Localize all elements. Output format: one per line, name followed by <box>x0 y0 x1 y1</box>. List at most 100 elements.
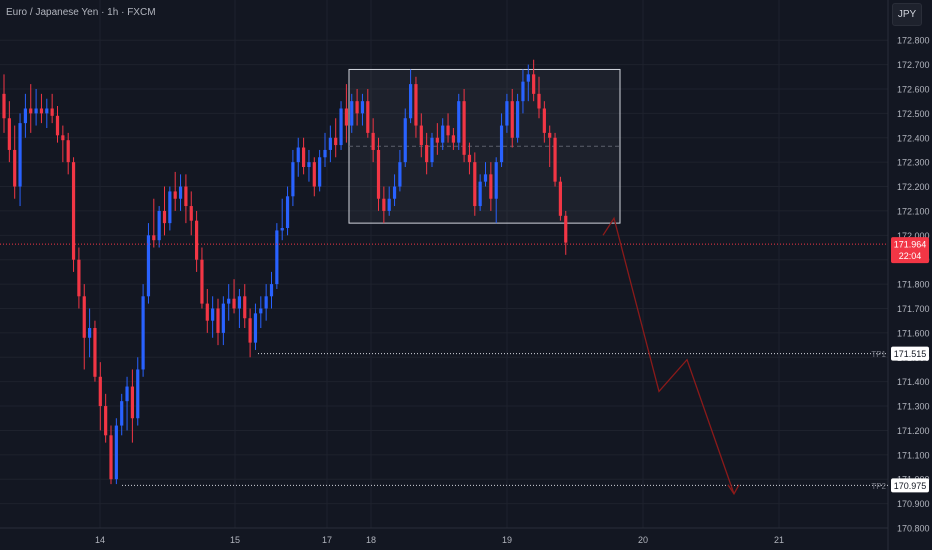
candle[interactable] <box>280 228 284 231</box>
candle[interactable] <box>312 162 316 187</box>
candle[interactable] <box>414 84 418 126</box>
candle[interactable] <box>435 137 439 143</box>
candle[interactable] <box>157 210 161 241</box>
candle[interactable] <box>318 157 322 187</box>
candle[interactable] <box>264 296 268 309</box>
candle[interactable] <box>34 108 38 114</box>
candle[interactable] <box>98 376 102 407</box>
candle[interactable] <box>366 101 370 133</box>
candle[interactable] <box>7 118 11 150</box>
candle[interactable] <box>237 296 241 309</box>
candle[interactable] <box>227 298 231 304</box>
candle[interactable] <box>77 259 81 297</box>
candle[interactable] <box>344 108 348 126</box>
candle[interactable] <box>130 386 134 419</box>
candle[interactable] <box>178 186 183 199</box>
candle[interactable] <box>232 298 236 309</box>
candle[interactable] <box>39 108 44 114</box>
candle[interactable] <box>205 303 209 321</box>
candle[interactable] <box>269 284 274 297</box>
candle[interactable] <box>248 318 252 343</box>
candle[interactable] <box>392 186 397 199</box>
candle[interactable] <box>382 198 386 211</box>
candle[interactable] <box>334 137 338 146</box>
candle[interactable] <box>136 369 140 419</box>
candle[interactable] <box>467 154 472 163</box>
candle[interactable] <box>446 125 450 136</box>
candle[interactable] <box>120 401 124 426</box>
candle[interactable] <box>189 206 193 221</box>
candle[interactable] <box>285 196 290 228</box>
candle[interactable] <box>200 259 204 304</box>
candle[interactable] <box>253 313 258 343</box>
candle[interactable] <box>387 198 391 211</box>
candle[interactable] <box>403 118 407 163</box>
candle[interactable] <box>398 162 402 187</box>
candle[interactable] <box>61 135 65 141</box>
candle[interactable] <box>211 308 215 321</box>
candle[interactable] <box>339 108 343 146</box>
candle[interactable] <box>296 147 300 163</box>
candle[interactable] <box>243 296 247 319</box>
candle[interactable] <box>355 101 359 114</box>
candle[interactable] <box>109 435 113 480</box>
candle[interactable] <box>371 132 375 150</box>
candle[interactable] <box>409 84 413 119</box>
candle[interactable] <box>146 235 151 297</box>
candle[interactable] <box>489 174 493 199</box>
candle[interactable] <box>195 220 199 260</box>
candle[interactable] <box>184 186 188 207</box>
candle[interactable] <box>216 308 220 333</box>
candle[interactable] <box>419 125 423 146</box>
candle[interactable] <box>532 74 536 94</box>
candle[interactable] <box>23 108 27 124</box>
candle[interactable] <box>350 101 354 126</box>
candle[interactable] <box>521 81 525 102</box>
candle[interactable] <box>29 108 33 114</box>
candle[interactable] <box>499 125 504 163</box>
candle[interactable] <box>221 303 225 333</box>
candle[interactable] <box>542 108 546 133</box>
candle[interactable] <box>173 191 177 199</box>
candle[interactable] <box>104 406 108 436</box>
candle[interactable] <box>45 108 49 114</box>
candle[interactable] <box>259 308 263 314</box>
candle[interactable] <box>376 149 381 199</box>
candle[interactable] <box>291 162 295 197</box>
candle[interactable] <box>141 296 145 370</box>
candle[interactable] <box>93 328 97 377</box>
forecast-path[interactable] <box>602 216 735 495</box>
candle[interactable] <box>553 137 557 182</box>
candle[interactable] <box>505 101 509 126</box>
candle[interactable] <box>302 147 306 168</box>
candle[interactable] <box>564 215 568 243</box>
candle[interactable] <box>425 145 429 163</box>
candle[interactable] <box>462 101 466 155</box>
candle[interactable] <box>66 140 70 163</box>
candle[interactable] <box>2 93 6 119</box>
candle[interactable] <box>152 235 156 241</box>
candle[interactable] <box>328 137 332 150</box>
candle[interactable] <box>13 149 17 187</box>
candle[interactable] <box>494 162 498 199</box>
candle[interactable] <box>537 93 541 109</box>
candle[interactable] <box>125 386 129 402</box>
candle[interactable] <box>558 181 562 216</box>
candle[interactable] <box>473 162 477 207</box>
candle[interactable] <box>441 125 445 143</box>
candle[interactable] <box>18 123 22 187</box>
candle[interactable] <box>451 135 455 143</box>
currency-button[interactable]: JPY <box>892 3 922 26</box>
candle[interactable] <box>114 425 118 480</box>
candle[interactable] <box>162 210 167 224</box>
candle[interactable] <box>510 101 514 138</box>
candle[interactable] <box>516 101 520 138</box>
candle[interactable] <box>430 137 434 163</box>
candle[interactable] <box>323 149 327 158</box>
candle[interactable] <box>526 74 530 82</box>
candle[interactable] <box>88 328 92 338</box>
candle[interactable] <box>478 181 482 207</box>
candle[interactable] <box>71 162 76 260</box>
candle[interactable] <box>307 162 311 168</box>
